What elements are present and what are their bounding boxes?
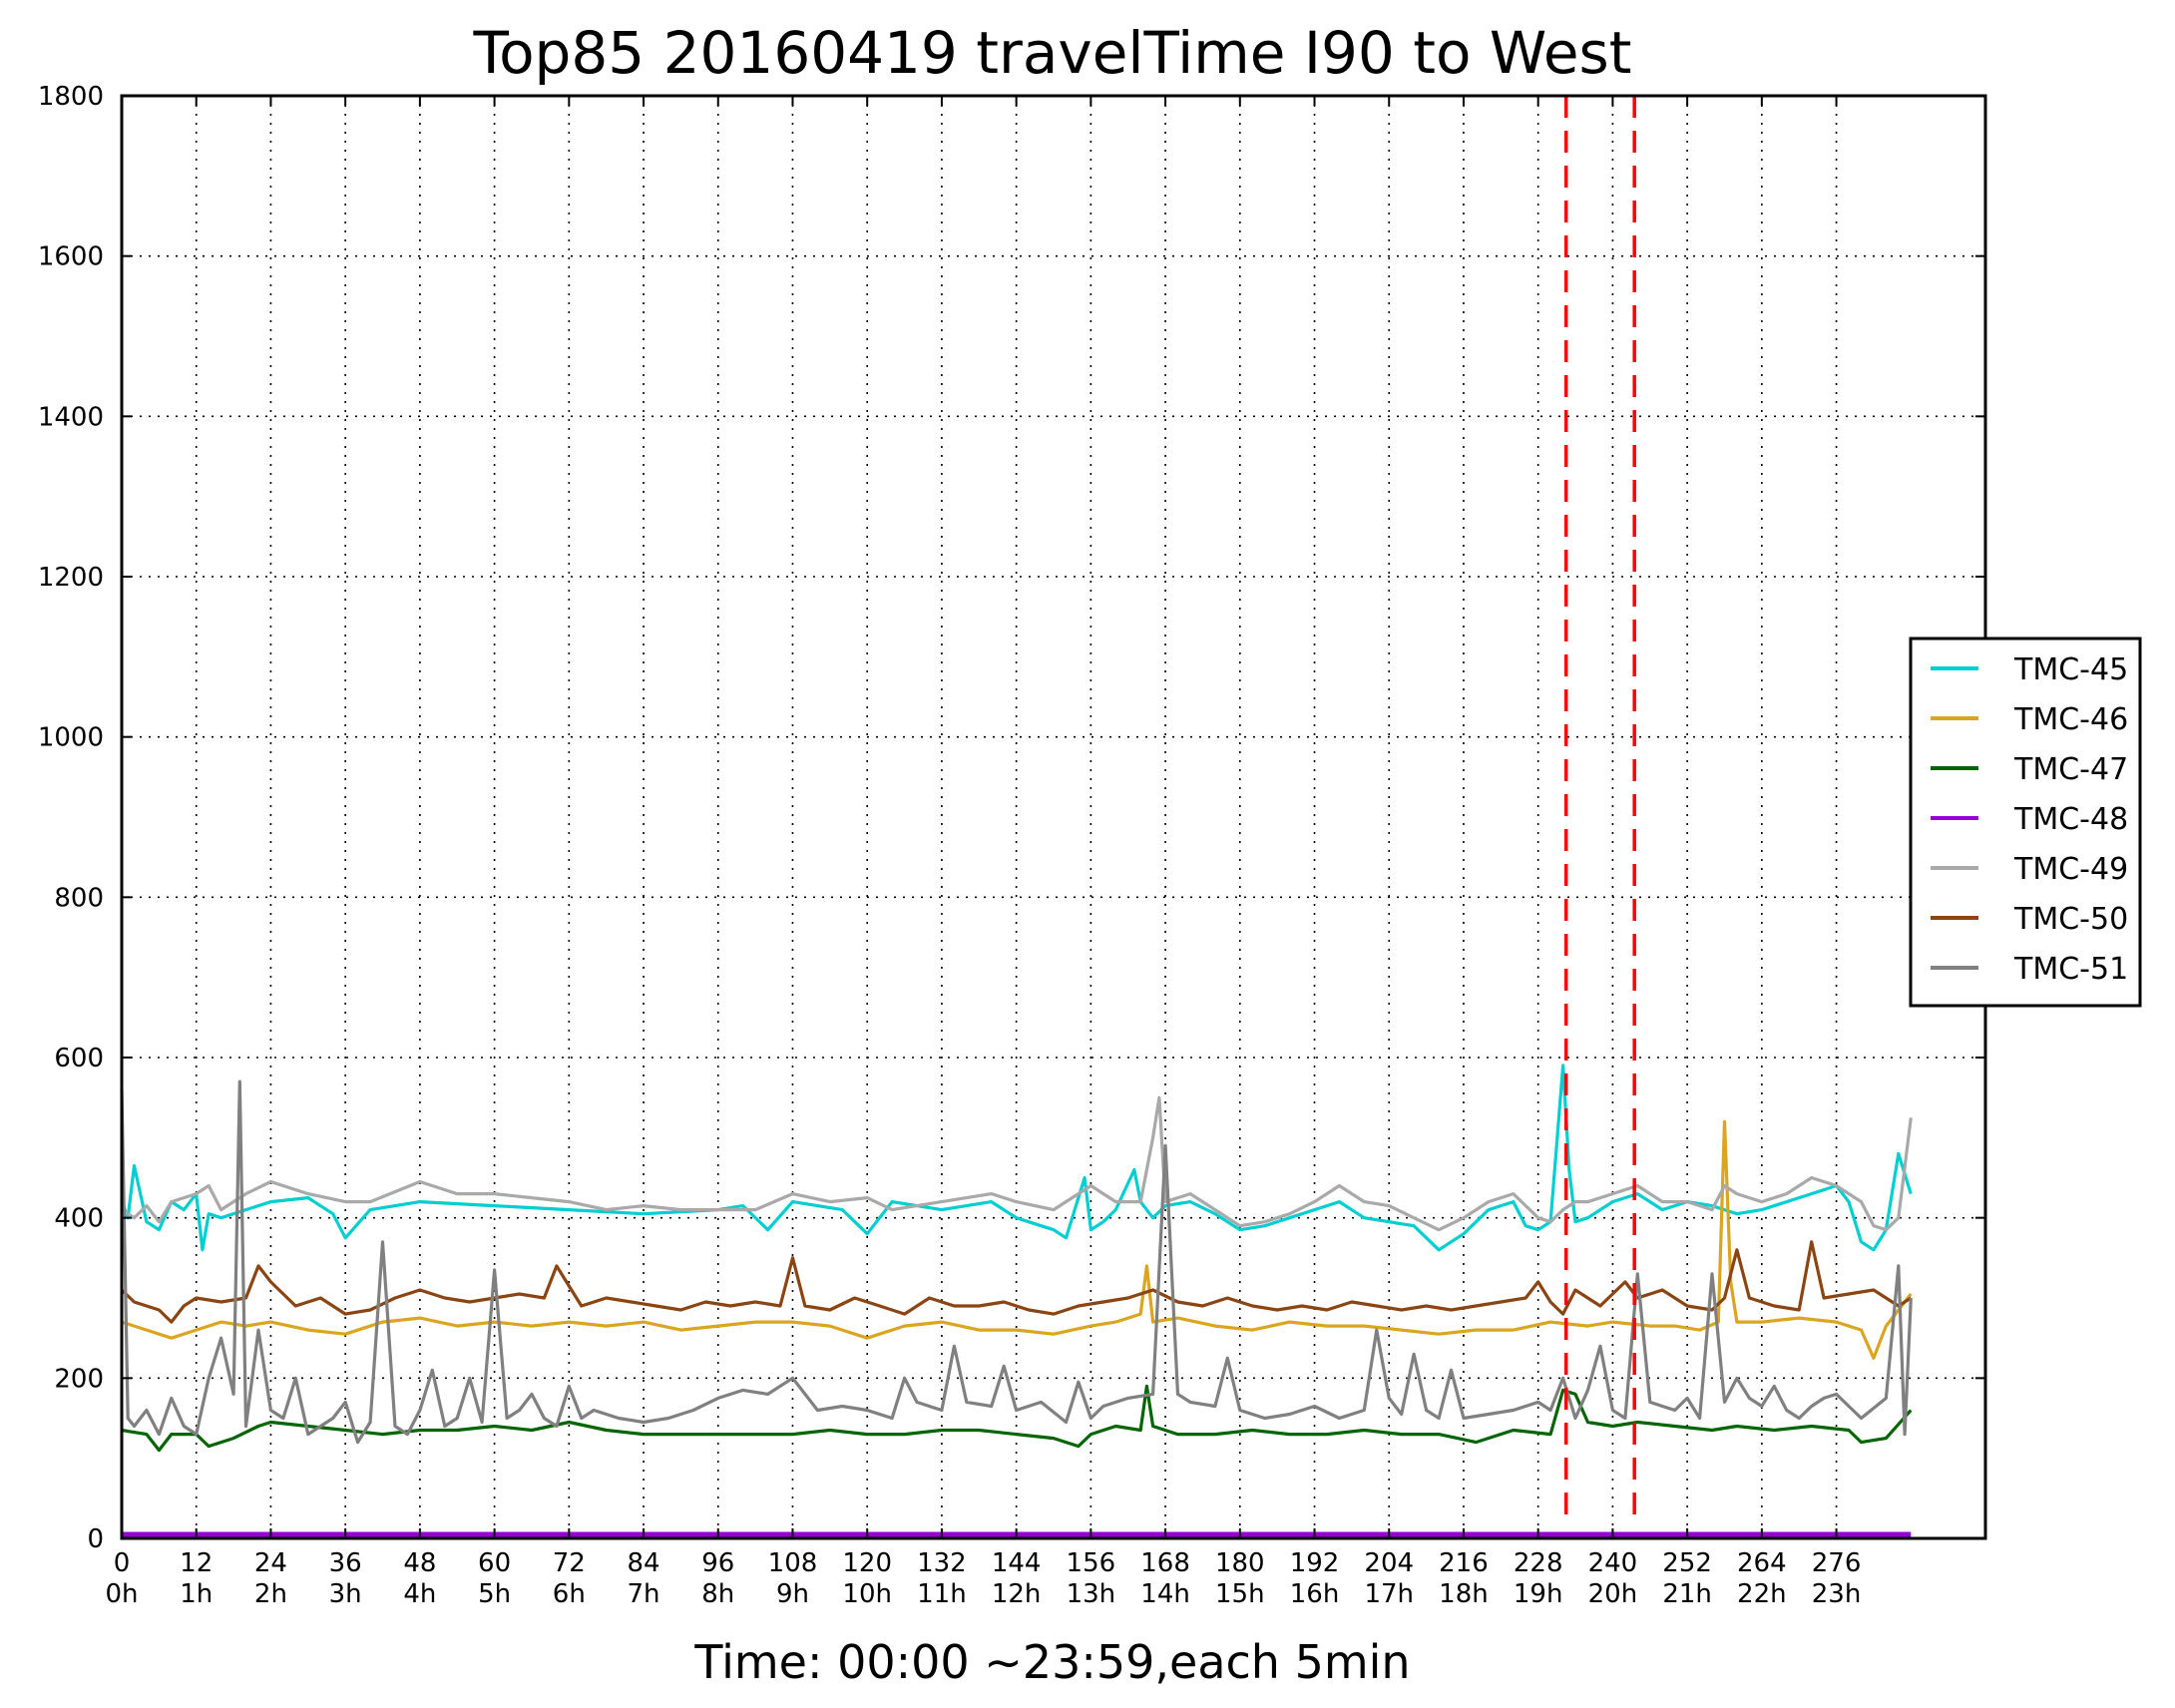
x-tick-label-19: 228 bbox=[1514, 1548, 1563, 1578]
y-tick-label-5: 1000 bbox=[38, 723, 104, 753]
y-tick-label-0: 0 bbox=[87, 1524, 104, 1554]
chart-title: Top85 20160419 travelTime I90 to West bbox=[473, 19, 1632, 87]
x-tick-sublabel-7: 7h bbox=[628, 1579, 660, 1609]
x-tick-label-8: 96 bbox=[701, 1548, 734, 1578]
x-tick-label-18: 216 bbox=[1439, 1548, 1489, 1578]
x-tick-label-7: 84 bbox=[627, 1548, 659, 1578]
legend-label-tmc-51: TMC-51 bbox=[2013, 952, 2128, 987]
x-axis-label: Time: 00:00 ~23:59,each 5min bbox=[693, 1635, 1410, 1689]
x-tick-label-17: 204 bbox=[1364, 1548, 1414, 1578]
x-tick-sublabel-6: 6h bbox=[553, 1579, 586, 1609]
x-tick-label-13: 156 bbox=[1067, 1548, 1116, 1578]
x-tick-sublabel-18: 18h bbox=[1439, 1579, 1489, 1609]
legend-label-tmc-48: TMC-48 bbox=[2013, 802, 2128, 837]
y-tick-label-8: 1600 bbox=[38, 242, 104, 272]
x-tick-sublabel-23: 23h bbox=[1812, 1579, 1862, 1609]
series-line-tmc-45 bbox=[120, 1064, 1913, 1252]
x-tick-label-6: 72 bbox=[553, 1548, 586, 1578]
y-tick-label-1: 200 bbox=[54, 1364, 104, 1394]
series-line-tmc-50 bbox=[120, 1240, 1913, 1324]
x-tick-label-22: 264 bbox=[1737, 1548, 1787, 1578]
x-tick-sublabel-20: 20h bbox=[1588, 1579, 1638, 1609]
x-tick-sublabel-1: 1h bbox=[180, 1579, 213, 1609]
series-line-tmc-49 bbox=[121, 1095, 1913, 1232]
x-tick-label-1: 12 bbox=[180, 1548, 213, 1578]
x-tick-sublabel-14: 14h bbox=[1140, 1579, 1190, 1609]
y-tick-label-4: 800 bbox=[54, 883, 104, 913]
x-tick-label-9: 108 bbox=[768, 1548, 818, 1578]
legend-label-tmc-49: TMC-49 bbox=[2013, 852, 2128, 887]
x-tick-sublabel-12: 12h bbox=[992, 1579, 1042, 1609]
series-line-tmc-51 bbox=[120, 1079, 1913, 1445]
x-tick-sublabel-0: 0h bbox=[105, 1579, 138, 1609]
x-tick-sublabel-10: 10h bbox=[842, 1579, 892, 1609]
x-tick-label-5: 60 bbox=[478, 1548, 511, 1578]
legend-box bbox=[1909, 637, 2142, 1008]
x-tick-sublabel-17: 17h bbox=[1364, 1579, 1414, 1609]
x-tick-label-11: 132 bbox=[917, 1548, 967, 1578]
y-tick-label-9: 1800 bbox=[38, 82, 104, 112]
x-tick-label-10: 120 bbox=[842, 1548, 892, 1578]
y-tick-label-3: 600 bbox=[54, 1044, 104, 1073]
x-tick-label-23: 276 bbox=[1812, 1548, 1862, 1578]
y-axis-ticks: 0 200 400 600 800 1000 1200 1400 1600 1800 bbox=[38, 82, 1985, 1554]
legend: TMC-45 TMC-46 TMC-47 TMC-48 TMC-49 TMC-50 TMC-… bbox=[1909, 637, 2142, 1008]
y-tick-label-6: 1200 bbox=[38, 563, 104, 593]
x-tick-label-14: 168 bbox=[1140, 1548, 1190, 1578]
plot-frame bbox=[120, 94, 1987, 1540]
x-tick-sublabel-22: 22h bbox=[1737, 1579, 1787, 1609]
x-tick-sublabel-9: 9h bbox=[776, 1579, 809, 1609]
legend-label-tmc-50: TMC-50 bbox=[2013, 902, 2128, 937]
series-line-tmc-46 bbox=[121, 1119, 1913, 1360]
x-tick-sublabel-21: 21h bbox=[1662, 1579, 1712, 1609]
x-tick-label-3: 36 bbox=[329, 1548, 362, 1578]
x-tick-label-15: 180 bbox=[1215, 1548, 1265, 1578]
series-line-tmc-47 bbox=[121, 1384, 1913, 1453]
x-tick-sublabel-4: 4h bbox=[403, 1579, 436, 1609]
x-tick-sublabel-19: 19h bbox=[1514, 1579, 1563, 1609]
x-tick-sublabel-15: 15h bbox=[1215, 1579, 1265, 1609]
x-tick-sublabel-11: 11h bbox=[917, 1579, 967, 1609]
x-tick-sublabel-5: 5h bbox=[478, 1579, 511, 1609]
x-tick-label-4: 48 bbox=[403, 1548, 436, 1578]
legend-label-tmc-46: TMC-46 bbox=[2013, 702, 2128, 737]
x-tick-sublabel-2: 2h bbox=[254, 1579, 287, 1609]
x-tick-sublabel-16: 16h bbox=[1290, 1579, 1340, 1609]
x-tick-label-0: 0 bbox=[114, 1548, 131, 1578]
x-tick-label-20: 240 bbox=[1588, 1548, 1638, 1578]
x-tick-sublabel-8: 8h bbox=[701, 1579, 734, 1609]
x-tick-sublabel-3: 3h bbox=[329, 1579, 362, 1609]
y-tick-label-7: 1400 bbox=[38, 402, 104, 432]
x-tick-sublabel-13: 13h bbox=[1067, 1579, 1116, 1609]
x-tick-label-2: 24 bbox=[254, 1548, 287, 1578]
x-tick-label-16: 192 bbox=[1290, 1548, 1340, 1578]
grid bbox=[122, 96, 1985, 1538]
legend-label-tmc-47: TMC-47 bbox=[2013, 752, 2128, 787]
x-tick-label-21: 252 bbox=[1662, 1548, 1712, 1578]
x-tick-label-12: 144 bbox=[992, 1548, 1042, 1578]
legend-label-tmc-45: TMC-45 bbox=[2013, 652, 2128, 687]
event-markers bbox=[1563, 96, 1636, 1518]
y-tick-label-2: 400 bbox=[54, 1204, 104, 1234]
